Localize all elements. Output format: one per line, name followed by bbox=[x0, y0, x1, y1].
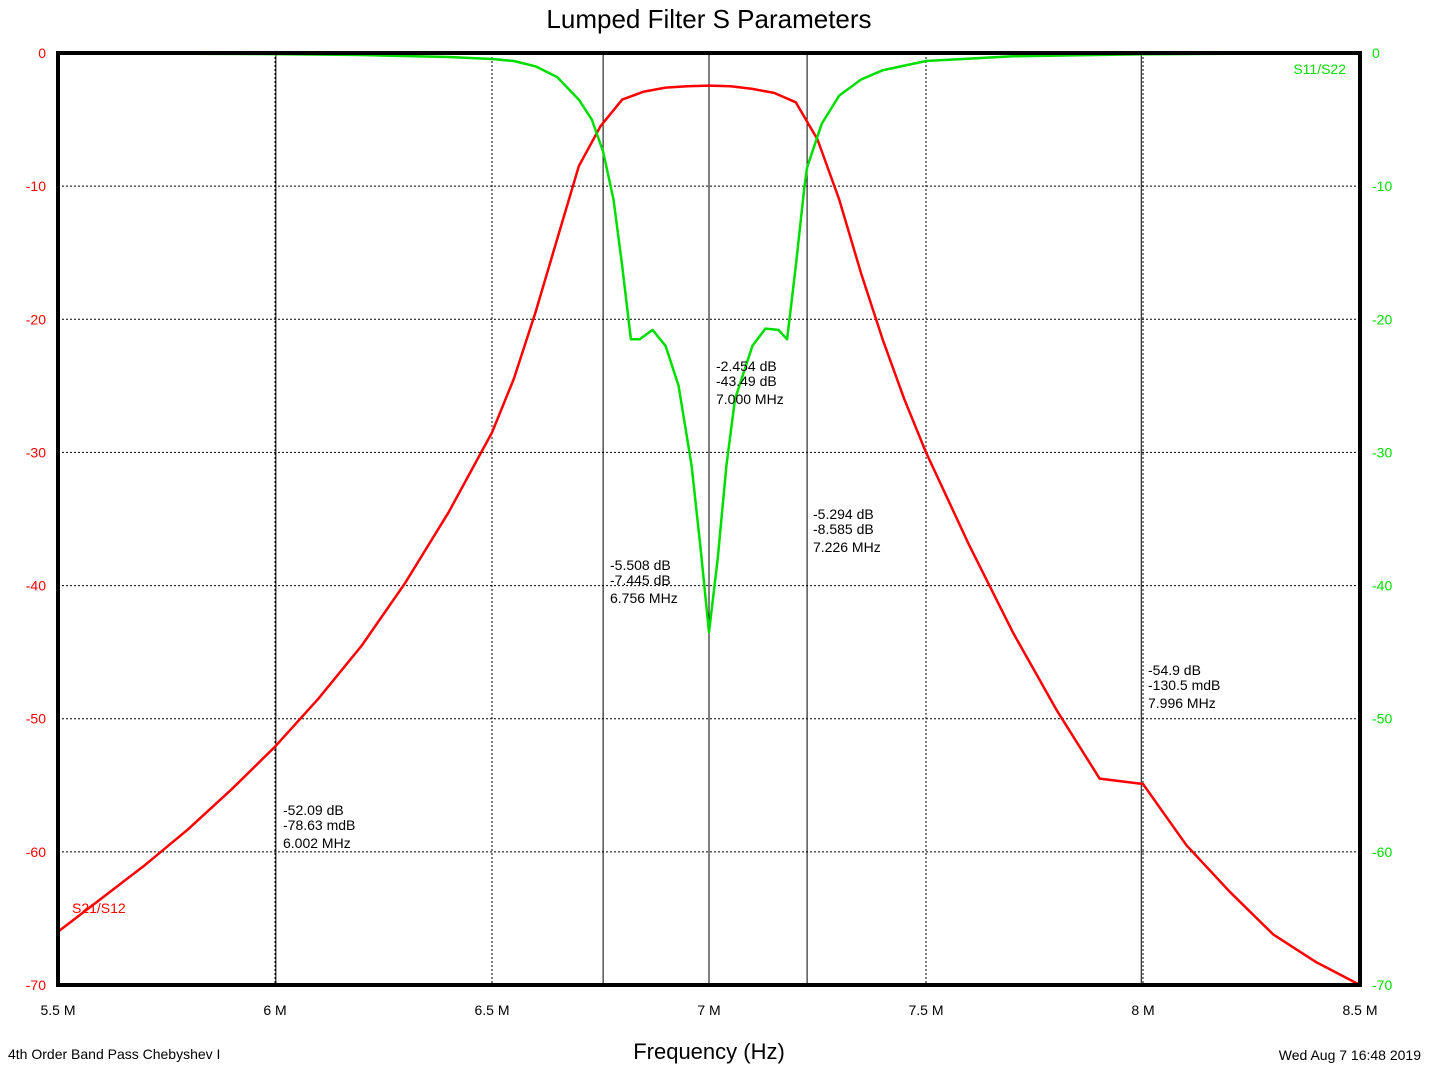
x-tick-label: 6 M bbox=[263, 1002, 286, 1018]
y-tick-label-left: -60 bbox=[26, 844, 46, 860]
x-tick-label: 8 M bbox=[1131, 1002, 1154, 1018]
footer-left: 4th Order Band Pass Chebyshev I bbox=[8, 1046, 220, 1062]
y-tick-label-right: -40 bbox=[1372, 578, 1392, 594]
annotation-line: -8.585 dB bbox=[813, 521, 874, 537]
y-tick-label-left: -50 bbox=[26, 711, 46, 727]
y-tick-label-right: 0 bbox=[1372, 45, 1380, 61]
series-label-s11: S11/S22 bbox=[1293, 61, 1346, 77]
annotation-line: -130.5 mdB bbox=[1148, 677, 1220, 693]
y-tick-label-right: -70 bbox=[1372, 977, 1392, 993]
x-tick-label: 8.5 M bbox=[1342, 1002, 1377, 1018]
x-axis-label: Frequency (Hz) bbox=[633, 1039, 785, 1064]
y-tick-label-left: -40 bbox=[26, 578, 46, 594]
x-tick-label: 5.5 M bbox=[40, 1002, 75, 1018]
footer-right: Wed Aug 7 16:48 2019 bbox=[1279, 1047, 1421, 1063]
y-tick-label-right: -60 bbox=[1372, 844, 1392, 860]
annotation-line: -2.454 dB bbox=[716, 358, 777, 374]
annotation-line: 7.000 MHz bbox=[716, 391, 784, 407]
marker-lines bbox=[276, 53, 1141, 985]
annotation-line: 7.996 MHz bbox=[1148, 695, 1216, 711]
y-tick-label-left: -70 bbox=[26, 977, 46, 993]
annotation-line: -52.09 dB bbox=[283, 802, 344, 818]
y-tick-label-left: -20 bbox=[26, 311, 46, 327]
annotation-line: -43.49 dB bbox=[716, 373, 777, 389]
x-tick-label: 7.5 M bbox=[908, 1002, 943, 1018]
y-tick-label-right: -30 bbox=[1372, 444, 1392, 460]
y-tick-label-left: -30 bbox=[26, 444, 46, 460]
y-tick-label-right: -10 bbox=[1372, 178, 1392, 194]
x-tick-label: 7 M bbox=[697, 1002, 720, 1018]
y-tick-label-left: 0 bbox=[38, 45, 46, 61]
annotation-line: -54.9 dB bbox=[1148, 662, 1201, 678]
annotation-line: 7.226 MHz bbox=[813, 539, 881, 555]
x-tick-label: 6.5 M bbox=[474, 1002, 509, 1018]
annotation-line: -5.508 dB bbox=[610, 557, 671, 573]
y-tick-label-right: -50 bbox=[1372, 711, 1392, 727]
series-label-s21: S21/S12 bbox=[72, 900, 126, 916]
y-tick-label-left: -10 bbox=[26, 178, 46, 194]
chart-title: Lumped Filter S Parameters bbox=[546, 4, 871, 34]
annotation-line: -78.63 mdB bbox=[283, 817, 355, 833]
annotations: -52.09 dB-78.63 mdB 6.002 MHz -5.508 dB-7.… bbox=[283, 358, 1220, 851]
y-tick-label-right: -20 bbox=[1372, 311, 1392, 327]
annotation-line: 6.002 MHz bbox=[283, 835, 351, 851]
annotation-line: -7.445 dB bbox=[610, 572, 671, 588]
annotation-line: 6.756 MHz bbox=[610, 590, 678, 606]
annotation-line: -5.294 dB bbox=[813, 506, 874, 522]
